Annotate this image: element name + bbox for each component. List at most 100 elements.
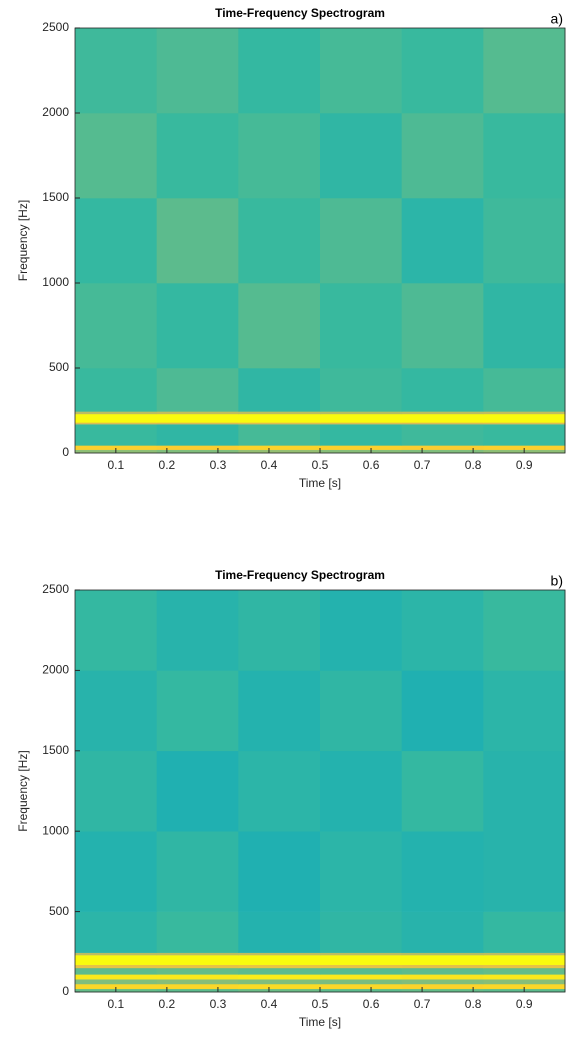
heatmap-cell	[238, 979, 321, 985]
y-tick-label: 2500	[42, 20, 69, 34]
heatmap-cell	[156, 590, 239, 671]
heatmap-cell	[75, 413, 158, 423]
heatmap-cell	[401, 979, 484, 985]
heatmap-cell	[156, 413, 239, 423]
x-tick-label: 0.6	[363, 997, 380, 1011]
y-tick-label: 500	[49, 360, 69, 374]
x-tick-label: 0.8	[465, 997, 482, 1011]
heatmap-cell	[401, 955, 484, 965]
heatmap-cell	[320, 445, 403, 450]
y-tick-label: 0	[62, 984, 69, 998]
heatmap-cell	[320, 449, 403, 454]
chart: 0.1 0.2 0.3 0.4 0.5 0.6 0.7 0.8 0.9 0 500 1000 1500 2…	[16, 6, 566, 490]
x-tick-label: 0.5	[312, 997, 329, 1011]
heatmap-cell	[238, 413, 321, 423]
heatmap-cell	[483, 955, 566, 965]
heatmap-cell	[401, 988, 484, 993]
heatmap-cell	[320, 670, 403, 752]
x-tick-label: 0.9	[516, 997, 533, 1011]
panel-label: a)	[551, 11, 563, 27]
heatmap-cell	[401, 983, 484, 990]
heatmap-cell	[75, 974, 158, 980]
heatmap-cell	[320, 750, 403, 832]
heatmap-cell	[483, 911, 566, 953]
y-tick-label: 2000	[42, 105, 69, 119]
heatmap-cell	[156, 750, 239, 832]
heatmap-cell	[238, 590, 321, 671]
heatmap-cell	[320, 911, 403, 953]
heatmap-cell	[75, 113, 158, 199]
heatmap-cell	[401, 411, 484, 415]
heatmap-cell	[75, 983, 158, 990]
heatmap-cell	[320, 368, 403, 412]
heatmap-cell	[75, 422, 158, 425]
x-tick-label: 0.3	[210, 997, 227, 1011]
heatmap-cell	[238, 831, 321, 912]
heatmap-cell	[320, 831, 403, 912]
heatmap-cell	[238, 198, 321, 284]
heatmap-cell	[75, 590, 158, 671]
heatmap-cell	[401, 670, 484, 752]
heatmap-cell	[401, 911, 484, 953]
y-axis-label: Frequency [Hz]	[16, 750, 30, 831]
x-tick-label: 0.5	[312, 458, 329, 472]
heatmap-cell	[401, 283, 484, 369]
heatmap-cell	[320, 983, 403, 990]
heatmap-cell	[238, 750, 321, 832]
x-tick-label: 0.1	[107, 458, 124, 472]
heatmap-cell	[75, 952, 158, 956]
y-axis-label: Frequency [Hz]	[16, 200, 30, 281]
heatmap-cell	[401, 422, 484, 425]
heatmap-cell	[156, 979, 239, 985]
heatmap-cell	[401, 368, 484, 412]
heatmap-cell	[320, 424, 403, 446]
heatmap-cell	[238, 988, 321, 993]
x-tick-label: 0.6	[363, 458, 380, 472]
heatmap-cell	[401, 198, 484, 284]
x-tick-label: 0.8	[465, 458, 482, 472]
x-axis-label: Time [s]	[299, 476, 341, 490]
x-tick-label: 0.2	[159, 997, 176, 1011]
x-tick-label: 0.9	[516, 458, 533, 472]
heatmap-cell	[483, 411, 566, 415]
heatmap-cell	[156, 983, 239, 990]
heatmap-cell	[156, 988, 239, 993]
heatmap-cell	[401, 831, 484, 912]
heatmap-cell	[75, 28, 158, 114]
heatmap-cell	[156, 424, 239, 446]
y-tick-label: 0	[62, 445, 69, 459]
heatmap-cell	[401, 967, 484, 975]
panel-label: b)	[551, 573, 563, 589]
x-tick-label: 0.4	[261, 997, 278, 1011]
heatmap-cell	[238, 445, 321, 450]
heatmap-cell	[156, 368, 239, 412]
x-tick-label: 0.3	[210, 458, 227, 472]
heatmap-cell	[483, 283, 566, 369]
x-tick-label: 0.2	[159, 458, 176, 472]
heatmap-cell	[401, 424, 484, 446]
heatmap-cell	[483, 368, 566, 412]
heatmap-cell	[483, 113, 566, 199]
heatmap-cell	[483, 983, 566, 990]
heatmap-cell	[320, 955, 403, 965]
heatmap-cell	[320, 979, 403, 985]
heatmap-cell	[238, 283, 321, 369]
heatmap-cell	[483, 445, 566, 450]
heatmap-cell	[401, 590, 484, 671]
heatmap-cell	[401, 445, 484, 450]
heatmap-cell	[483, 974, 566, 980]
heatmap-cell	[156, 411, 239, 415]
heatmap-cell	[320, 113, 403, 199]
y-tick-label: 1500	[42, 743, 69, 757]
heatmap-cell	[320, 28, 403, 114]
heatmap-cell	[320, 590, 403, 671]
chart: 0.1 0.2 0.3 0.4 0.5 0.6 0.7 0.8 0.9 0 500 1000 1500 2…	[16, 568, 566, 1029]
heatmap-cell	[320, 974, 403, 980]
y-tick-label: 1000	[42, 275, 69, 289]
heatmap-cell	[483, 967, 566, 975]
heatmap-cell	[401, 974, 484, 980]
heatmap-cell	[156, 28, 239, 114]
heatmap-cell	[75, 831, 158, 912]
heatmap-cell	[320, 964, 403, 969]
